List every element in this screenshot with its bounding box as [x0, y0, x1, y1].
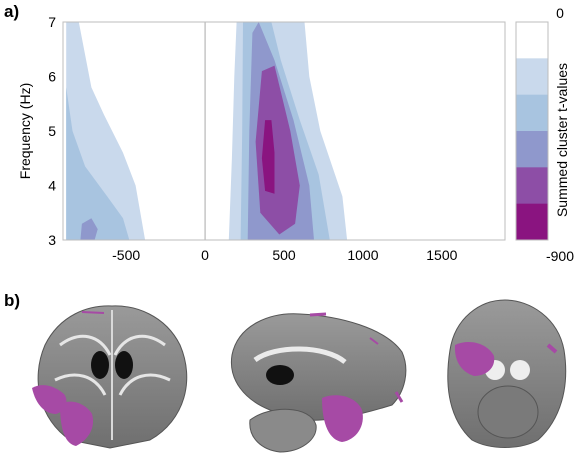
contour-early-level-2: [66, 87, 130, 240]
colorbar-frame: [515, 21, 549, 241]
panel-label-b: b): [4, 291, 21, 310]
y-tick-label: 5: [48, 123, 56, 139]
x-tick-label: 1500: [426, 247, 457, 263]
colorbar-title: Summed cluster t-values: [554, 63, 570, 217]
x-tick-labels: -500 0 500 1000 1500: [112, 247, 458, 263]
y-tick-label: 6: [48, 69, 56, 85]
y-tick-labels: 3 4 5 6 7: [48, 14, 56, 248]
colorbar-swatch: [516, 22, 548, 59]
contour-early-level-3: [80, 218, 98, 240]
brain-coronal-view: [32, 305, 188, 449]
x-tick-label: 0: [201, 247, 209, 263]
y-tick-label: 4: [48, 178, 56, 194]
colorbar-swatch: [516, 203, 548, 241]
colorbar: [515, 21, 549, 241]
contour-late-level-5: [261, 120, 275, 194]
colorbar-min-label: -900: [546, 248, 574, 264]
y-tick-label: 7: [48, 14, 56, 30]
x-tick-label: -500: [112, 247, 140, 263]
colorbar-swatch: [516, 58, 548, 96]
y-tick-label: 3: [48, 232, 56, 248]
plot-frame: [62, 21, 506, 241]
brain-axial-view: [447, 299, 567, 448]
colorbar-swatch: [516, 167, 548, 205]
panel-label-a: a): [4, 2, 20, 21]
y-axis-title: Frequency (Hz): [17, 83, 33, 179]
brain-sagittal-view: [230, 312, 407, 453]
x-tick-label: 1000: [347, 247, 378, 263]
x-tick-label: 500: [272, 247, 296, 263]
colorbar-max-label: 0: [556, 5, 564, 21]
contour-late-level-4: [255, 65, 300, 235]
colorbar-swatch: [516, 94, 548, 132]
cluster-contours: [66, 22, 348, 240]
colorbar-swatch: [516, 131, 548, 168]
